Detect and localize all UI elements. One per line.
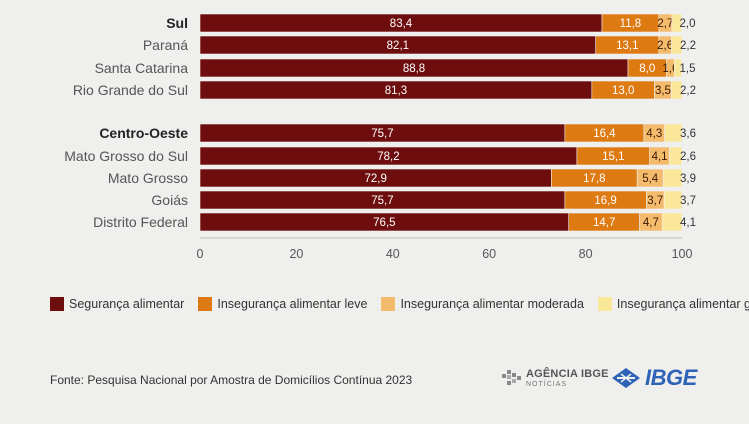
category-label: Mato Grosso xyxy=(108,170,188,186)
ibge-logo: IBGE xyxy=(611,367,697,389)
ibge-wordmark: IBGE xyxy=(645,365,697,390)
data-label: 3,5 xyxy=(655,85,671,97)
legend-label: Insegurança alimentar grave xyxy=(616,297,749,311)
data-label: 2,6 xyxy=(680,151,696,163)
bar-segment xyxy=(673,58,682,78)
bar-segment xyxy=(664,123,683,143)
category-label: Sul xyxy=(166,15,188,31)
bar-segment xyxy=(671,13,682,33)
bar-segment xyxy=(662,168,683,188)
x-tick-label: 40 xyxy=(386,247,400,261)
data-label: 4,1 xyxy=(652,151,668,163)
data-label: 14,7 xyxy=(593,217,615,229)
data-label: 5,4 xyxy=(642,173,659,185)
data-label: 17,8 xyxy=(583,173,605,185)
data-label: 2,2 xyxy=(680,40,696,52)
x-tick-label: 80 xyxy=(579,247,593,261)
data-label: 11,8 xyxy=(620,18,642,30)
bar-segment xyxy=(671,35,683,55)
data-label: 78,2 xyxy=(377,151,399,163)
data-label: 75,7 xyxy=(371,195,393,207)
data-label: 4,1 xyxy=(680,217,696,229)
x-tick-label: 20 xyxy=(289,247,303,261)
agencia-ibge-mark-icon xyxy=(502,370,521,385)
category-label: Goiás xyxy=(151,192,188,208)
source-note: Fonte: Pesquisa Nacional por Amostra de … xyxy=(50,373,413,387)
legend-label: Segurança alimentar xyxy=(69,297,185,311)
data-label: 3,7 xyxy=(680,195,696,207)
bar-segment xyxy=(671,80,683,100)
data-label: 8,0 xyxy=(639,63,655,75)
data-label: 13,0 xyxy=(612,85,634,97)
bar-segment xyxy=(669,146,683,166)
ibge-mark-icon xyxy=(612,368,640,388)
data-label: 2,2 xyxy=(680,85,696,97)
agencia-ibge-logo: AGÊNCIA IBGE NOTÍCIAS xyxy=(502,368,609,388)
legend-swatch xyxy=(381,297,396,311)
x-tick-label: 100 xyxy=(672,247,693,261)
legend-item-grave: Insegurança alimentar grave xyxy=(597,297,749,311)
legend-label: Insegurança alimentar moderada xyxy=(400,297,584,311)
category-label: Santa Catarina xyxy=(95,60,189,76)
data-label: 88,8 xyxy=(403,63,425,75)
data-label: 4,7 xyxy=(643,217,659,229)
legend-swatch xyxy=(198,297,213,311)
legend-swatch xyxy=(50,297,64,311)
category-label: Paraná xyxy=(143,37,188,53)
x-tick-label: 60 xyxy=(482,247,496,261)
data-label: 3,9 xyxy=(680,173,696,185)
x-tick-label: 0 xyxy=(197,247,204,261)
data-label: 16,9 xyxy=(594,195,616,207)
legend-item-leve: Insegurança alimentar leve xyxy=(198,297,367,311)
legend-label: Insegurança alimentar leve xyxy=(217,297,368,311)
bar-segment xyxy=(661,212,683,232)
data-label: 2,6 xyxy=(657,40,673,52)
legend-item-moderada: Insegurança alimentar moderada xyxy=(381,297,584,311)
data-label: 2,7 xyxy=(657,18,673,30)
data-label: 3,6 xyxy=(680,128,696,140)
category-label: Distrito Federal xyxy=(93,214,188,230)
agencia-subtitle: NOTÍCIAS xyxy=(526,380,568,388)
data-label: 75,7 xyxy=(371,128,393,140)
data-label: 2,0 xyxy=(680,18,696,30)
data-label: 82,1 xyxy=(387,40,409,52)
category-label: Rio Grande do Sul xyxy=(73,82,188,98)
stacked-bar-chart: Sul 83,4 11,8 2,7 2,0 Paraná 82,1 13,1 2,6 2,2 San… xyxy=(64,13,696,261)
agencia-title: AGÊNCIA IBGE xyxy=(526,367,609,380)
chart-legend: Segurança alimentar Insegurança alimenta… xyxy=(50,297,749,311)
data-label: 76,5 xyxy=(373,217,395,229)
category-label: Mato Grosso do Sul xyxy=(64,148,188,164)
data-label: 83,4 xyxy=(390,18,413,30)
category-label: Centro-Oeste xyxy=(99,125,188,141)
data-label: 4,3 xyxy=(646,128,662,140)
data-label: 3,7 xyxy=(647,195,663,207)
data-label: 13,1 xyxy=(616,40,638,52)
data-label: 16,4 xyxy=(593,128,616,140)
data-label: 15,1 xyxy=(602,151,624,163)
data-label: 72,9 xyxy=(364,173,386,185)
data-label: 81,3 xyxy=(385,85,407,97)
legend-item-seguranca: Segurança alimentar xyxy=(50,297,184,311)
data-label: 1,5 xyxy=(680,63,696,75)
legend-swatch xyxy=(597,297,612,311)
bar-segment xyxy=(663,190,683,210)
